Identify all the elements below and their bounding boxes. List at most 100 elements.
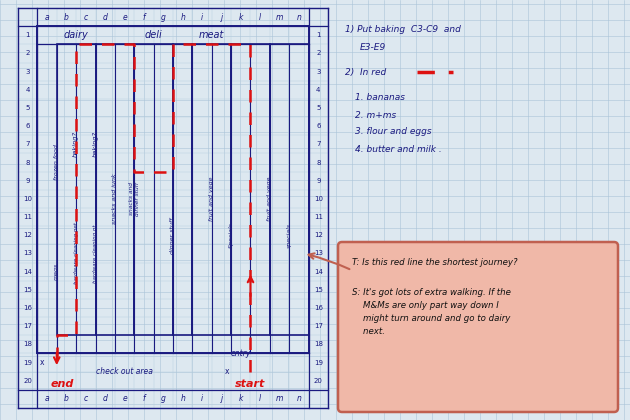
Text: 6: 6 bbox=[316, 123, 321, 129]
Text: 13: 13 bbox=[314, 250, 323, 257]
Text: 14: 14 bbox=[23, 269, 32, 275]
Text: 2)  In red: 2) In red bbox=[345, 68, 386, 76]
Text: 6: 6 bbox=[25, 123, 30, 129]
Text: 10: 10 bbox=[23, 196, 32, 202]
Text: specials: specials bbox=[287, 223, 292, 248]
Bar bbox=[270, 45, 309, 335]
Text: 20: 20 bbox=[23, 378, 32, 384]
Text: snacks and junk: snacks and junk bbox=[112, 173, 117, 224]
Text: hardware cleaning pt: hardware cleaning pt bbox=[93, 224, 98, 283]
Text: 16: 16 bbox=[314, 305, 323, 311]
Text: 8: 8 bbox=[316, 160, 321, 165]
Text: i: i bbox=[201, 394, 203, 403]
Text: f: f bbox=[142, 394, 146, 403]
Text: snacks and
dinner stuff: snacks and dinner stuff bbox=[129, 182, 140, 216]
Text: meat: meat bbox=[199, 30, 224, 40]
Text: 12: 12 bbox=[314, 232, 323, 238]
Text: 17: 17 bbox=[314, 323, 323, 329]
Text: 2. m+ms: 2. m+ms bbox=[355, 110, 396, 120]
Text: 3: 3 bbox=[316, 68, 321, 75]
Text: 19: 19 bbox=[314, 360, 323, 365]
Text: a: a bbox=[45, 394, 49, 403]
Text: d: d bbox=[103, 13, 108, 21]
Text: 4: 4 bbox=[25, 87, 30, 93]
Text: e: e bbox=[122, 394, 127, 403]
Text: 9: 9 bbox=[25, 178, 30, 184]
Text: 9: 9 bbox=[316, 178, 321, 184]
Text: 2: 2 bbox=[316, 50, 321, 56]
Text: n: n bbox=[297, 394, 301, 403]
Text: baking?: baking? bbox=[73, 131, 79, 158]
Text: end: end bbox=[51, 379, 74, 389]
Bar bbox=[96, 45, 134, 335]
Text: 20: 20 bbox=[314, 378, 323, 384]
Text: T: Is this red line the shortest journey?: T: Is this red line the shortest journey… bbox=[352, 258, 518, 267]
Text: e: e bbox=[122, 13, 127, 21]
Text: frozen food: frozen food bbox=[54, 144, 59, 181]
Text: 10: 10 bbox=[314, 196, 323, 202]
Text: deli: deli bbox=[145, 30, 163, 40]
Text: dinner stuff: dinner stuff bbox=[171, 217, 176, 254]
Text: 19: 19 bbox=[23, 360, 32, 365]
Bar bbox=[231, 45, 270, 335]
Text: x: x bbox=[225, 367, 229, 376]
Text: 5: 5 bbox=[316, 105, 321, 111]
Text: j: j bbox=[220, 394, 222, 403]
Text: x: x bbox=[40, 358, 44, 367]
Text: Specials: Specials bbox=[229, 222, 234, 248]
Text: check out area: check out area bbox=[96, 367, 153, 376]
Text: dairy: dairy bbox=[64, 30, 88, 40]
Text: 11: 11 bbox=[314, 214, 323, 220]
Text: baking?: baking? bbox=[93, 131, 98, 158]
Text: 11: 11 bbox=[23, 214, 32, 220]
Text: j: j bbox=[220, 13, 222, 21]
Text: 18: 18 bbox=[23, 341, 32, 347]
Text: 18: 18 bbox=[314, 341, 323, 347]
Text: l: l bbox=[259, 13, 261, 21]
Text: b: b bbox=[64, 13, 69, 21]
Text: E3-E9: E3-E9 bbox=[360, 44, 386, 52]
Text: 15: 15 bbox=[314, 287, 323, 293]
Bar bbox=[192, 45, 231, 335]
Text: d: d bbox=[103, 394, 108, 403]
Text: c: c bbox=[84, 394, 88, 403]
Text: 1) Put baking  C3-C9  and: 1) Put baking C3-C9 and bbox=[345, 26, 461, 34]
Text: 13: 13 bbox=[23, 250, 32, 257]
Text: start: start bbox=[236, 379, 266, 389]
Text: fruit and vege: fruit and vege bbox=[267, 177, 272, 221]
Text: k: k bbox=[239, 394, 243, 403]
Text: 15: 15 bbox=[23, 287, 32, 293]
Text: entry: entry bbox=[231, 349, 251, 358]
Text: 14: 14 bbox=[314, 269, 323, 275]
Text: l: l bbox=[259, 394, 261, 403]
Text: 1: 1 bbox=[25, 32, 30, 38]
Text: m: m bbox=[276, 13, 284, 21]
Bar bbox=[57, 45, 96, 335]
Text: 7: 7 bbox=[316, 142, 321, 147]
Text: h: h bbox=[180, 394, 185, 403]
Text: 5: 5 bbox=[25, 105, 30, 111]
Text: i: i bbox=[201, 13, 203, 21]
Text: hardware cleaning pet: hardware cleaning pet bbox=[74, 223, 79, 284]
Text: 17: 17 bbox=[23, 323, 32, 329]
Text: k: k bbox=[239, 13, 243, 21]
Bar bbox=[173, 45, 192, 335]
Text: m: m bbox=[276, 394, 284, 403]
Text: fruit and vege: fruit and vege bbox=[209, 177, 214, 221]
Text: f: f bbox=[142, 13, 146, 21]
Text: g: g bbox=[161, 394, 166, 403]
Text: h: h bbox=[180, 13, 185, 21]
Text: 8: 8 bbox=[25, 160, 30, 165]
Text: 4. butter and milk .: 4. butter and milk . bbox=[355, 144, 442, 153]
Text: 3: 3 bbox=[25, 68, 30, 75]
Text: 1. bananas: 1. bananas bbox=[355, 94, 405, 102]
Text: 4: 4 bbox=[316, 87, 321, 93]
Text: a: a bbox=[45, 13, 49, 21]
Text: 16: 16 bbox=[23, 305, 32, 311]
Text: n: n bbox=[297, 13, 301, 21]
Text: mags: mags bbox=[54, 263, 59, 280]
Text: S: It's got lots of extra walking. If the
    M&Ms are only part way down I
    : S: It's got lots of extra walking. If th… bbox=[352, 288, 511, 336]
Text: b: b bbox=[64, 394, 69, 403]
Text: 7: 7 bbox=[25, 142, 30, 147]
Text: 12: 12 bbox=[23, 232, 32, 238]
